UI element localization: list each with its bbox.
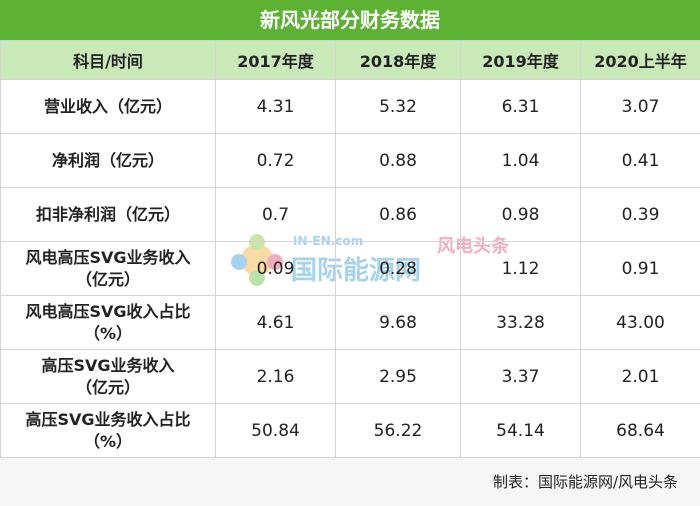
- cell-value: 54.14: [461, 404, 581, 458]
- row-label: 高压SVG业务收入（亿元）: [1, 350, 216, 404]
- row-label: 营业收入（亿元）: [1, 80, 216, 134]
- cell-value: 0.7: [216, 188, 336, 242]
- cell-value: 68.64: [581, 404, 700, 458]
- cell-value: 1.12: [461, 242, 581, 296]
- row-label: 净利润（亿元）: [1, 134, 216, 188]
- source-note: 制表：国际能源网/风电头条: [0, 458, 700, 506]
- row-label-line: 高压SVG业务收入: [1, 355, 215, 377]
- column-header: 2020上半年: [581, 41, 700, 80]
- cell-value: 33.28: [461, 296, 581, 350]
- cell-value: 2.01: [581, 350, 700, 404]
- row-label-line: （亿元）: [1, 269, 215, 291]
- row-label-line: 净利润（亿元）: [1, 150, 215, 172]
- row-label-line: （亿元）: [1, 377, 215, 399]
- row-label-line: 高压SVG业务收入占比: [1, 409, 215, 431]
- row-label: 高压SVG业务收入占比（%）: [1, 404, 216, 458]
- column-header: 2017年度: [216, 41, 336, 80]
- cell-value: 2.16: [216, 350, 336, 404]
- cell-value: 0.72: [216, 134, 336, 188]
- cell-value: 4.31: [216, 80, 336, 134]
- row-label-line: （%）: [1, 323, 215, 345]
- row-label-line: （%）: [1, 431, 215, 453]
- cell-value: 0.88: [336, 134, 461, 188]
- row-label-line: 营业收入（亿元）: [1, 96, 215, 118]
- cell-value: 0.98: [461, 188, 581, 242]
- cell-value: 0.09: [216, 242, 336, 296]
- row-label-line: 扣非净利润（亿元）: [1, 204, 215, 226]
- cell-value: 1.04: [461, 134, 581, 188]
- cell-value: 0.39: [581, 188, 700, 242]
- cell-value: 0.41: [581, 134, 700, 188]
- column-header: 2018年度: [336, 41, 461, 80]
- cell-value: 3.07: [581, 80, 700, 134]
- cell-value: 0.91: [581, 242, 700, 296]
- row-label-line: 风电高压SVG收入占比: [1, 301, 215, 323]
- row-label: 风电高压SVG业务收入（亿元）: [1, 242, 216, 296]
- cell-value: 0.28: [336, 242, 461, 296]
- cell-value: 50.84: [216, 404, 336, 458]
- cell-value: 2.95: [336, 350, 461, 404]
- row-label: 风电高压SVG收入占比（%）: [1, 296, 216, 350]
- cell-value: 4.61: [216, 296, 336, 350]
- cell-value: 6.31: [461, 80, 581, 134]
- cell-value: 56.22: [336, 404, 461, 458]
- table-title: 新风光部分财务数据: [0, 0, 700, 40]
- column-header: 科目/时间: [1, 41, 216, 80]
- column-header: 2019年度: [461, 41, 581, 80]
- row-label-line: 风电高压SVG业务收入: [1, 247, 215, 269]
- cell-value: 9.68: [336, 296, 461, 350]
- cell-value: 43.00: [581, 296, 700, 350]
- row-label: 扣非净利润（亿元）: [1, 188, 216, 242]
- cell-value: 5.32: [336, 80, 461, 134]
- cell-value: 3.37: [461, 350, 581, 404]
- cell-value: 0.86: [336, 188, 461, 242]
